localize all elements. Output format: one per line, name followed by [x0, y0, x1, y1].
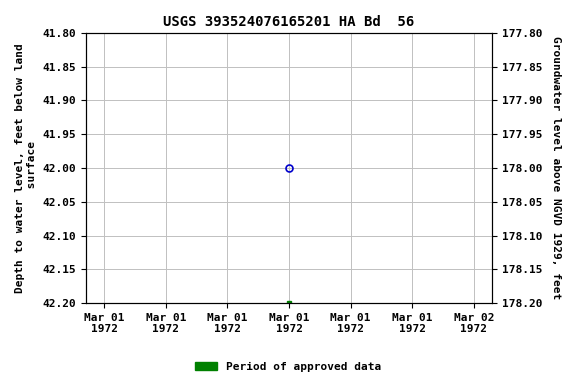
Legend: Period of approved data: Period of approved data — [191, 358, 385, 377]
Title: USGS 393524076165201 HA Bd  56: USGS 393524076165201 HA Bd 56 — [164, 15, 415, 29]
Y-axis label: Depth to water level, feet below land
 surface: Depth to water level, feet below land su… — [15, 43, 37, 293]
Y-axis label: Groundwater level above NGVD 1929, feet: Groundwater level above NGVD 1929, feet — [551, 36, 561, 300]
